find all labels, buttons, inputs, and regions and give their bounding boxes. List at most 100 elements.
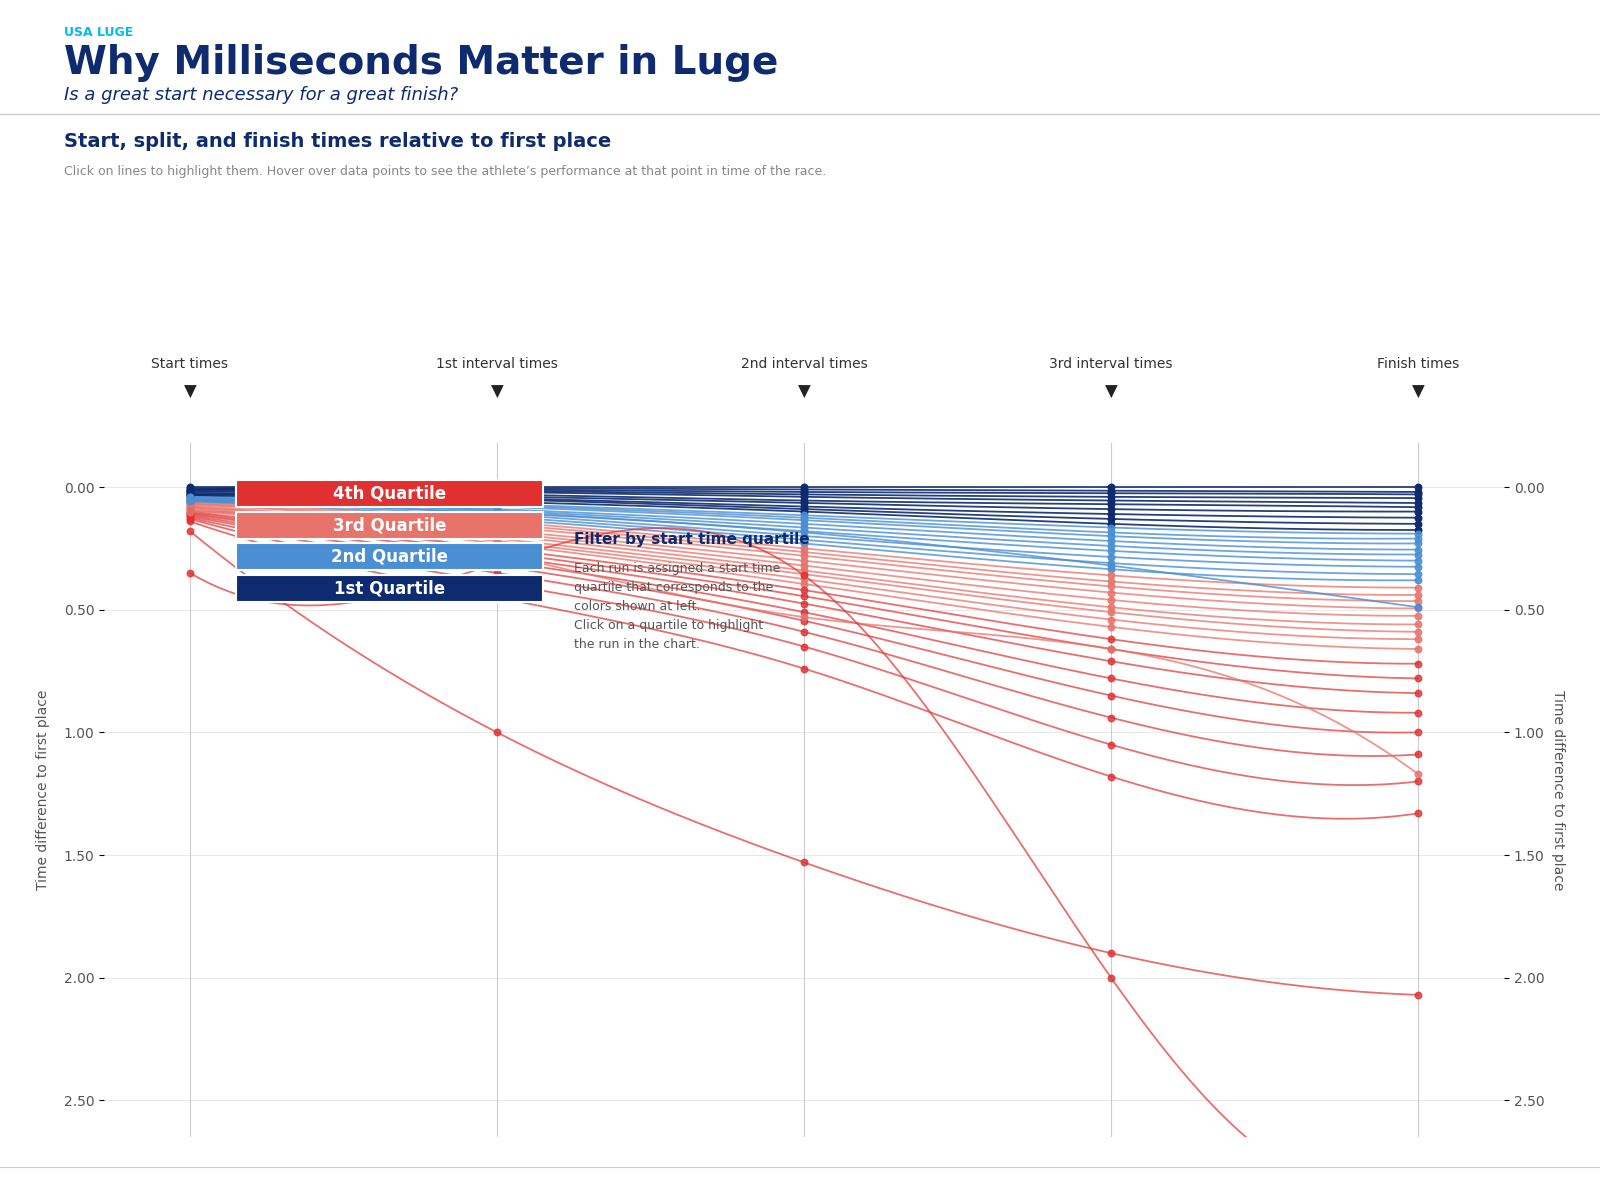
Point	[178, 478, 203, 497]
Point	[1405, 529, 1430, 548]
Point	[178, 498, 203, 517]
Point	[178, 497, 203, 516]
Point	[485, 515, 510, 534]
Point	[792, 637, 818, 656]
Point	[1405, 615, 1430, 634]
Point	[1098, 583, 1123, 602]
Point	[792, 594, 818, 613]
Point	[485, 523, 510, 542]
Point	[485, 506, 510, 525]
Point	[1405, 551, 1430, 570]
Point	[1098, 639, 1123, 658]
Point	[178, 510, 203, 529]
Text: 3rd Quartile: 3rd Quartile	[333, 516, 446, 534]
Point	[792, 608, 818, 627]
Point	[1405, 723, 1430, 742]
Point	[485, 504, 510, 523]
Point	[792, 622, 818, 642]
Point	[485, 531, 510, 551]
Point	[485, 534, 510, 553]
Point	[792, 509, 818, 528]
Point	[1405, 703, 1430, 722]
Point	[1098, 487, 1123, 506]
Point	[792, 485, 818, 504]
Point	[178, 491, 203, 510]
Point	[178, 504, 203, 523]
Point	[178, 492, 203, 511]
Point	[1098, 555, 1123, 575]
Point	[485, 485, 510, 504]
Point	[1405, 534, 1430, 553]
Point	[792, 518, 818, 537]
Point	[1098, 515, 1123, 534]
Point	[1098, 577, 1123, 596]
Point	[178, 488, 203, 508]
Point	[1098, 572, 1123, 591]
Point	[1405, 509, 1430, 528]
Point	[1098, 523, 1123, 542]
Point	[485, 564, 510, 583]
Point	[178, 564, 203, 583]
Point	[1098, 735, 1123, 754]
Y-axis label: Time difference to first place: Time difference to first place	[35, 689, 50, 891]
Point	[178, 486, 203, 505]
Point	[485, 539, 510, 558]
Point	[1098, 767, 1123, 786]
Point	[485, 553, 510, 572]
Point	[792, 546, 818, 565]
Point	[1098, 618, 1123, 637]
Point	[485, 492, 510, 511]
Point	[485, 487, 510, 506]
Text: Each run is assigned a start time
quartile that corresponds to the
colors shown : Each run is assigned a start time quarti…	[574, 561, 781, 650]
Text: Start times: Start times	[152, 357, 229, 371]
Point	[792, 511, 818, 530]
Point	[178, 506, 203, 525]
Point	[1098, 536, 1123, 555]
Point	[1405, 557, 1430, 576]
Point	[485, 490, 510, 509]
Point	[792, 561, 818, 581]
Point	[792, 660, 818, 679]
Point	[485, 573, 510, 593]
Point	[792, 523, 818, 542]
Point	[1098, 541, 1123, 560]
Point	[178, 490, 203, 509]
Point	[178, 479, 203, 498]
Text: Filter by start time quartile: Filter by start time quartile	[574, 531, 810, 547]
Point	[792, 522, 818, 541]
Point	[178, 502, 203, 521]
Text: ▼: ▼	[491, 383, 504, 401]
Text: 1st interval times: 1st interval times	[437, 357, 558, 371]
Point	[792, 602, 818, 621]
Point	[485, 555, 510, 575]
Point	[1405, 630, 1430, 649]
Point	[1405, 482, 1430, 502]
Point	[485, 551, 510, 570]
Point	[1098, 610, 1123, 630]
Point	[178, 502, 203, 521]
Point	[485, 543, 510, 563]
Point	[1405, 606, 1430, 625]
Point	[1098, 566, 1123, 585]
Point	[178, 482, 203, 502]
Text: 4th Quartile: 4th Quartile	[333, 484, 446, 503]
Point	[178, 493, 203, 512]
Point	[1098, 494, 1123, 514]
Point	[485, 588, 510, 607]
Text: 1st Quartile: 1st Quartile	[334, 579, 445, 597]
Point	[1098, 531, 1123, 551]
Point	[485, 481, 510, 500]
Point	[178, 498, 203, 517]
Point	[485, 529, 510, 548]
Point	[178, 480, 203, 499]
Point	[485, 512, 510, 531]
Point	[178, 481, 203, 500]
Text: Is a great start necessary for a great finish?: Is a great start necessary for a great f…	[64, 86, 458, 104]
Point	[485, 480, 510, 499]
Point	[178, 522, 203, 541]
Point	[1098, 478, 1123, 497]
Point	[1098, 602, 1123, 621]
Point	[178, 509, 203, 528]
Point	[178, 484, 203, 503]
Point	[178, 496, 203, 515]
